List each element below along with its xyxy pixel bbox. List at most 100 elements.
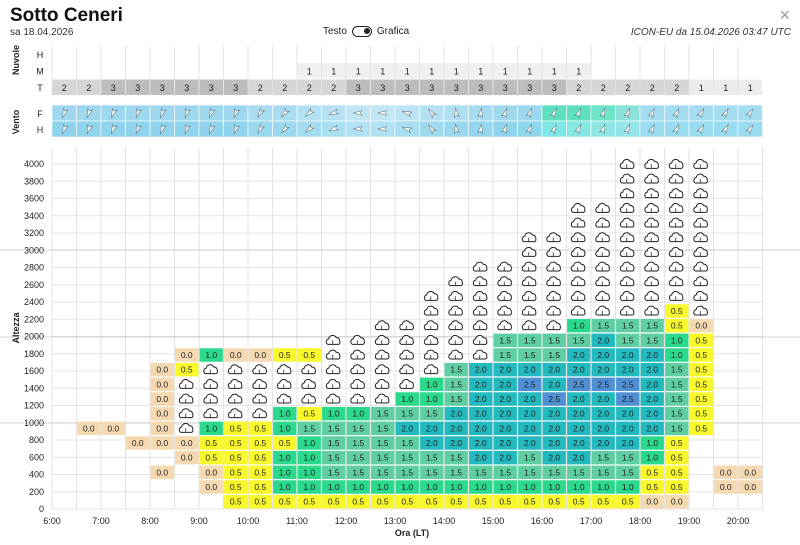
- thermal-value: 1.5: [475, 467, 487, 477]
- cloud-icon: [693, 188, 708, 199]
- thermal-value: 0.5: [328, 497, 340, 507]
- cloud-icon: [595, 232, 610, 243]
- thermal-value: 0.5: [303, 350, 315, 360]
- close-icon[interactable]: ×: [779, 5, 790, 25]
- thermal-value: 1.5: [524, 453, 536, 463]
- thermal-value: 0.5: [205, 453, 217, 463]
- thermal-cell: [444, 392, 468, 406]
- cloud-value-t: 3: [429, 83, 434, 93]
- thermal-value: 0.0: [156, 394, 168, 404]
- thermal-value: 1.5: [377, 423, 389, 433]
- y-tick-label: 3200: [24, 228, 44, 238]
- thermal-value: 2.0: [475, 394, 487, 404]
- cloud-value-t: 3: [111, 83, 116, 93]
- cloud-cell-t: [322, 79, 346, 95]
- thermal-value: 1.5: [573, 467, 585, 477]
- thermal-value: 0.5: [377, 497, 389, 507]
- cloud-icon: [276, 378, 292, 389]
- wind-arrow-icon: [454, 123, 460, 135]
- cloud-icon: [178, 393, 194, 404]
- thermal-value: 1.0: [573, 482, 585, 492]
- thermal-cell: [542, 436, 566, 450]
- wind-arrow-icon: [401, 126, 413, 134]
- thermal-cell: [616, 494, 640, 509]
- thermal-value: 0.5: [622, 497, 634, 507]
- thermal-value: 0.0: [744, 467, 756, 477]
- cloud-icon: [178, 408, 194, 419]
- cloud-icon: [693, 217, 708, 228]
- wind-arrow-icon: [352, 126, 363, 132]
- thermal-value: 2.0: [426, 438, 438, 448]
- thermal-value: 0.5: [646, 467, 658, 477]
- cloud-value-m: 1: [478, 67, 483, 77]
- thermal-value: 2.0: [475, 423, 487, 433]
- thermal-value: 2.0: [524, 423, 536, 433]
- thermal-cell: [591, 436, 615, 450]
- thermal-value: 0.5: [671, 306, 683, 316]
- thermal-cell: [444, 436, 468, 450]
- wind-arrow-icon: [525, 107, 532, 119]
- thermal-value: 1.5: [450, 467, 462, 477]
- thermal-cell: [126, 436, 150, 450]
- cloud-cell-m: [542, 63, 566, 79]
- wind-arrow-icon: [477, 123, 483, 135]
- thermal-value: 0.5: [230, 482, 242, 492]
- y-tick-label: 3400: [24, 211, 44, 221]
- thermal-value: 1.5: [303, 423, 315, 433]
- thermal-value: 0.0: [156, 409, 168, 419]
- thermal-cell: [469, 406, 493, 421]
- cloud-value-t: 2: [576, 83, 581, 93]
- thermal-value: 1.5: [622, 335, 634, 345]
- thermal-value: 2.0: [548, 438, 560, 448]
- thermal-value: 1.0: [279, 482, 291, 492]
- thermal-cell: [567, 318, 591, 333]
- toggle-switch[interactable]: [351, 26, 372, 37]
- thermal-value: 2.0: [597, 365, 609, 375]
- thermal-cell: [395, 392, 419, 406]
- cloud-icon: [570, 217, 586, 228]
- toggle-text-label[interactable]: Testo: [323, 26, 347, 37]
- view-toggle[interactable]: Testo Grafica: [323, 26, 409, 37]
- thermal-value: 1.0: [622, 482, 634, 492]
- thermal-cell: [395, 421, 419, 436]
- x-tick-label: 6:00: [43, 516, 61, 526]
- thermal-value: 0.0: [181, 350, 193, 360]
- thermal-cell: [199, 480, 223, 494]
- thermal-cell: [395, 450, 419, 465]
- thermal-cell: [493, 392, 517, 406]
- thermal-cell: [322, 436, 346, 450]
- cloud-icon: [570, 276, 586, 287]
- thermal-value: 2.0: [646, 423, 658, 433]
- thermal-cell: [518, 421, 542, 436]
- thermal-cell: [616, 348, 640, 362]
- cloud-value-t: 2: [650, 83, 655, 93]
- y-tick-label: 400: [29, 470, 44, 480]
- thermal-cell: [542, 348, 566, 362]
- cloud-cell-t: [567, 79, 591, 95]
- thermal-cell: [469, 362, 493, 377]
- cloud-icon: [497, 290, 512, 301]
- thermal-value: 0.5: [499, 497, 511, 507]
- thermal-value: 1.5: [377, 438, 389, 448]
- cloud-icon: [521, 232, 537, 243]
- thermal-cell: [199, 436, 223, 450]
- cloud-icon: [546, 276, 561, 287]
- cloud-cell-t: [224, 79, 248, 95]
- thermal-cell: [101, 421, 125, 436]
- thermal-cell: [273, 421, 297, 436]
- cloud-icon: [668, 246, 684, 257]
- thermal-value: 2.0: [524, 409, 536, 419]
- cloud-icon: [301, 393, 316, 404]
- thermal-cell: [322, 480, 346, 494]
- cloud-icon: [668, 188, 684, 199]
- cloud-cell-t: [175, 79, 199, 95]
- thermal-cell: [518, 406, 542, 421]
- thermal-cell: [518, 450, 542, 465]
- cloud-icon: [595, 246, 610, 257]
- cloud-cell-t: [469, 79, 493, 95]
- toggle-graphic-label[interactable]: Grafica: [376, 26, 410, 37]
- thermal-value: 0.0: [132, 438, 144, 448]
- cloud-icon: [668, 202, 684, 213]
- cloud-cell-t: [714, 79, 738, 95]
- cloud-icon: [276, 364, 292, 375]
